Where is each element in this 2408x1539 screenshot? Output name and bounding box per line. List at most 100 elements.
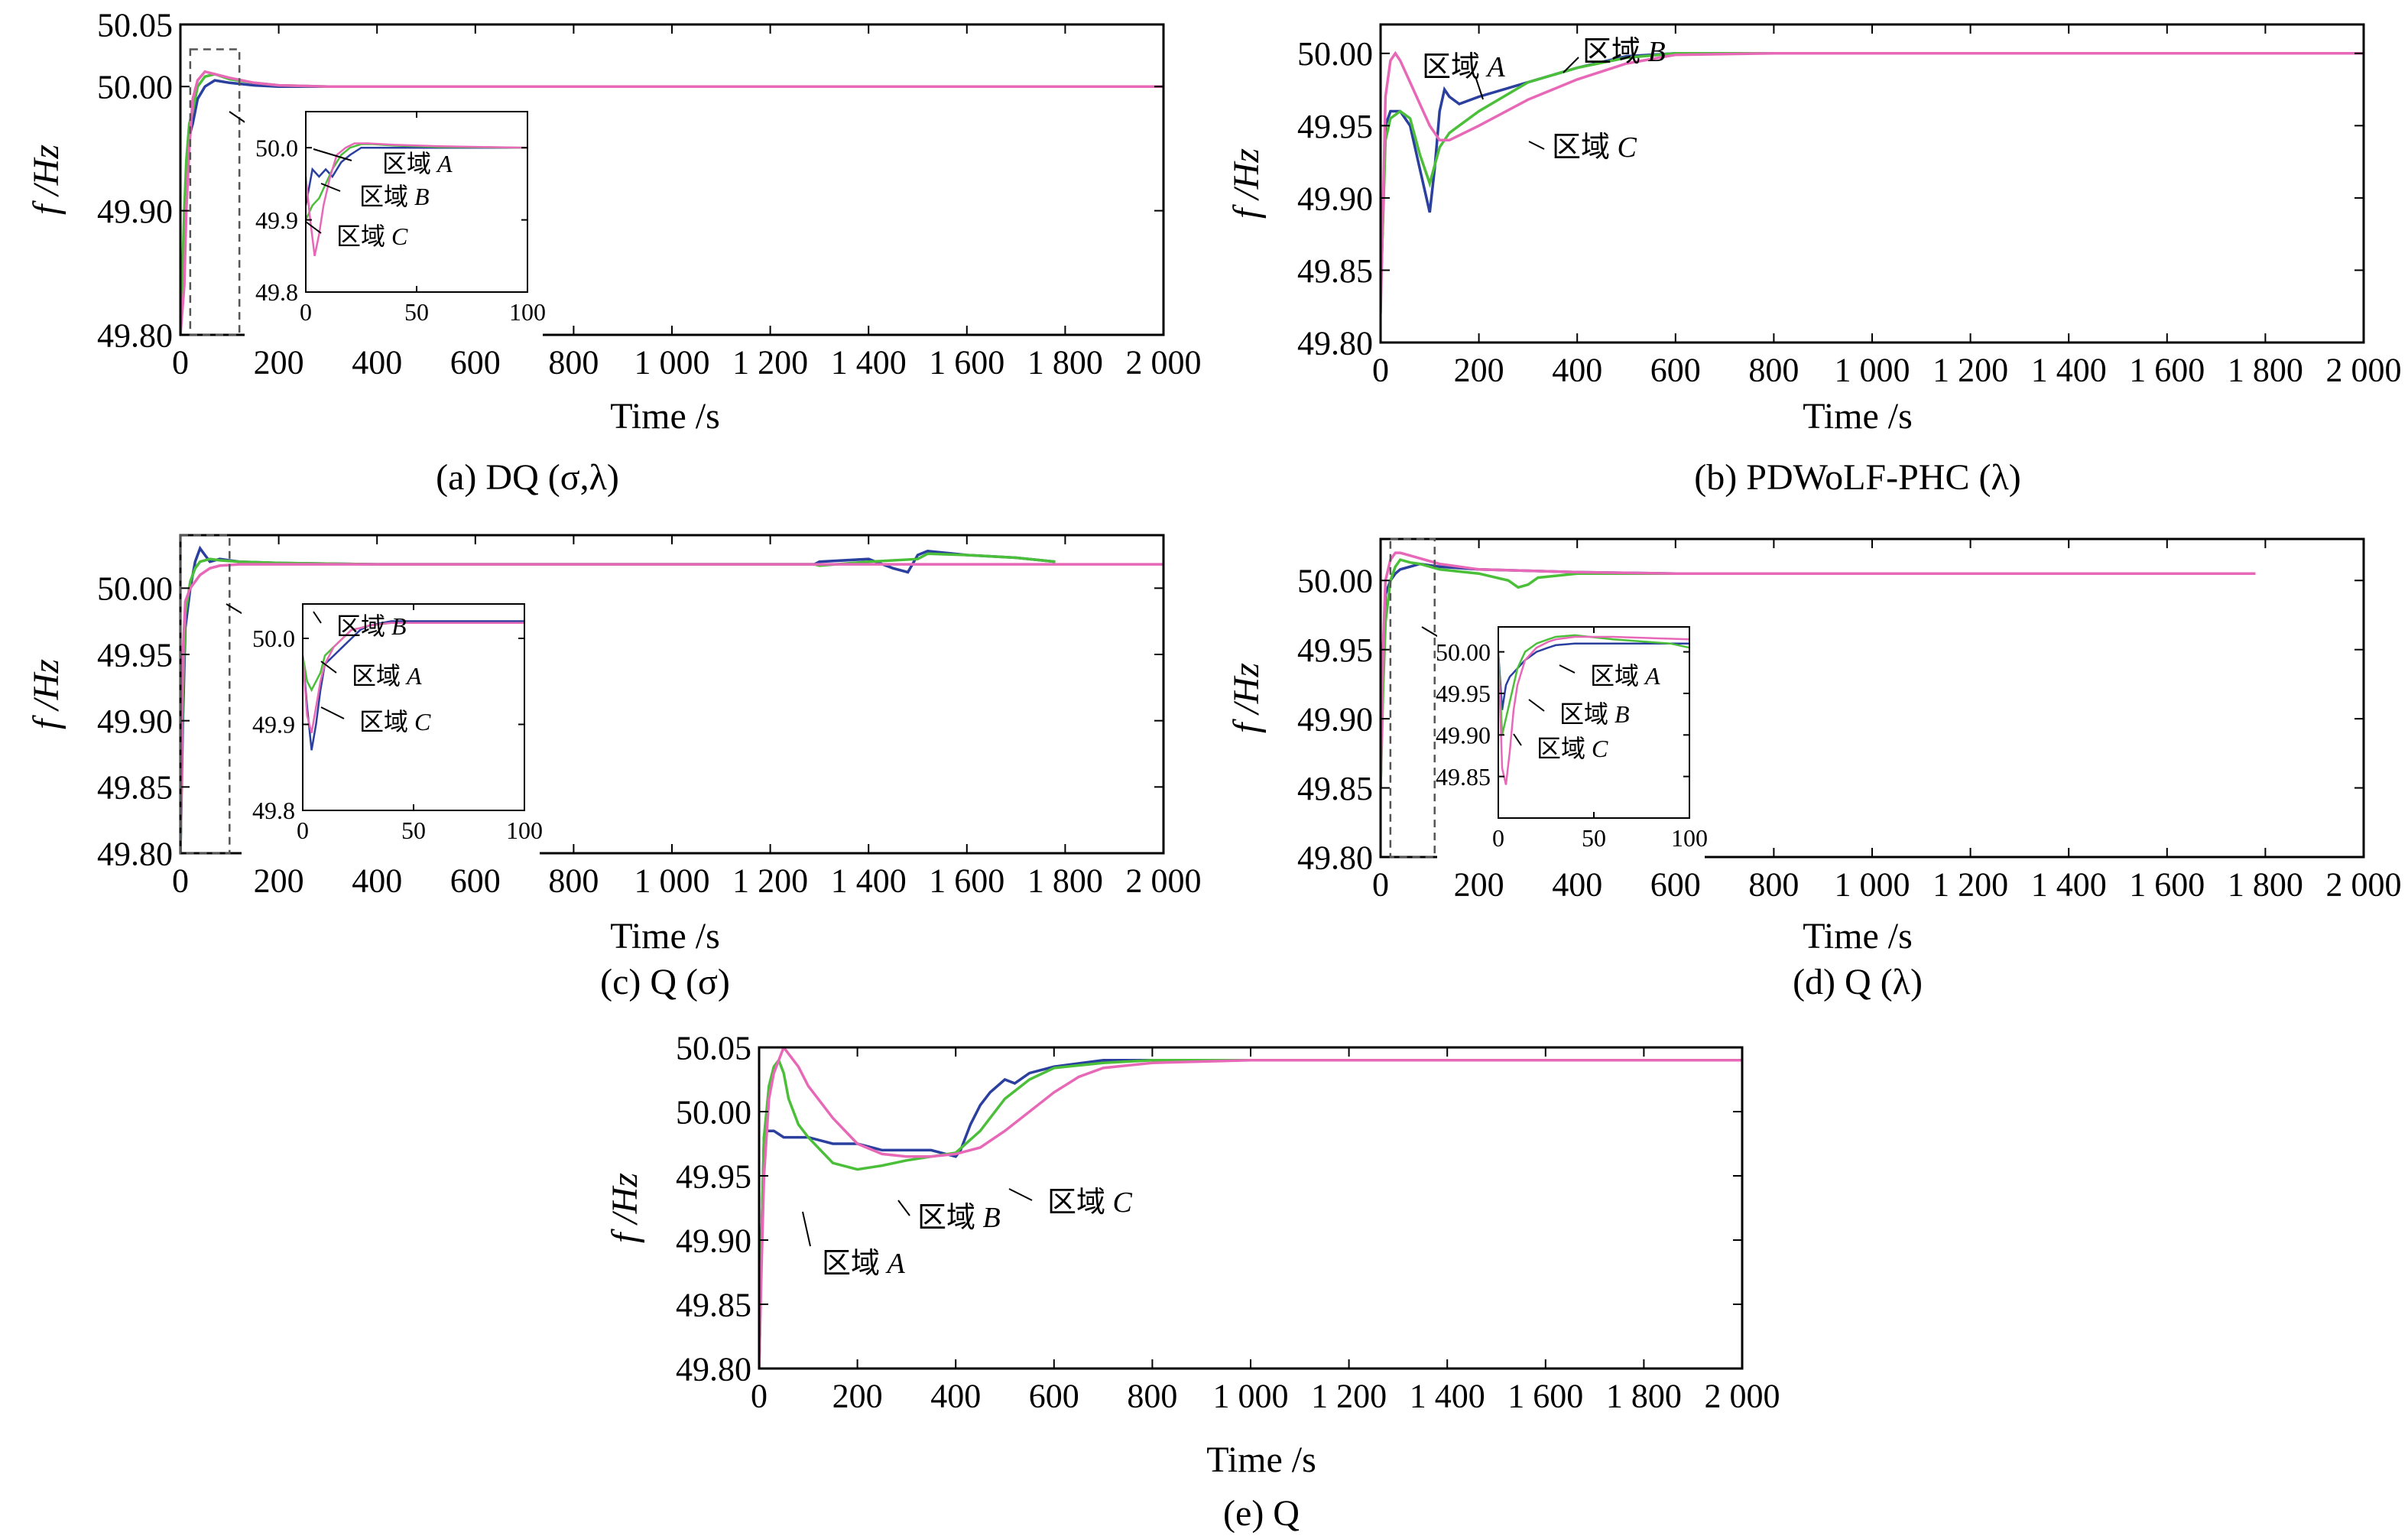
annotation-arrow: [1528, 141, 1545, 150]
annotation-letter: C: [1618, 131, 1637, 164]
x-tick-label: 1 200: [1933, 352, 2008, 389]
annotation-label: 区域 B: [359, 183, 430, 210]
x-axis-label: Time /s: [1803, 916, 1913, 956]
annotation-letter: A: [1485, 51, 1506, 83]
annotation-label: 区域 A: [1422, 51, 1506, 83]
y-tick-label: 49.80: [1297, 324, 1373, 362]
panel-caption: (e) Q: [1223, 1493, 1300, 1534]
annotation-arrow: [305, 221, 322, 234]
y-tick-label: 49.90: [676, 1222, 751, 1259]
x-tick-label: 2 000: [1705, 1378, 1780, 1415]
chart-panel-e: 0 200 400 600 800 1 000 1 200 1 400 1 600 1 800 2 …: [605, 1029, 1780, 1534]
x-axis-label: Time /s: [610, 916, 720, 956]
x-tick-label: 2 000: [1126, 344, 1202, 382]
annotation-label: 区域 B: [336, 612, 407, 640]
annotation-label: 区域 A: [382, 150, 453, 177]
annotation-label: 区域 C: [1552, 131, 1637, 164]
x-tick-label: 800: [1127, 1378, 1177, 1415]
series-line-c: [306, 142, 527, 257]
x-tick-label: 800: [1748, 352, 1799, 389]
x-tick-label: 1 000: [634, 344, 710, 382]
x-tick-label: 2 000: [2326, 352, 2402, 389]
annotation-label: 区域 B: [1582, 36, 1666, 68]
y-tick-label: 49.80: [97, 317, 173, 354]
y-tick-label: 49.80: [97, 835, 173, 872]
x-tick-label: 100: [1671, 824, 1708, 852]
y-tick-label: 49.95: [1436, 680, 1491, 707]
annotation-arrow: [320, 183, 341, 192]
series-line-b: [759, 1057, 1742, 1369]
annotation-arrow: [313, 611, 322, 624]
annotation-name: 区域: [336, 222, 391, 250]
plot-frame: [1379, 23, 2365, 344]
x-tick-label: 1 800: [1027, 344, 1103, 382]
inset-background: [242, 596, 540, 856]
annotation-arrow: [1563, 57, 1579, 73]
annotation-letter: A: [1644, 662, 1660, 690]
x-tick-label: 1 200: [1933, 866, 2008, 904]
annotation-name: 区域: [1422, 51, 1488, 83]
x-tick-label: 0: [172, 344, 189, 382]
x-tick-label: 200: [1454, 352, 1504, 389]
x-axis-label: Time /s: [1206, 1440, 1316, 1480]
x-tick-label: 600: [1650, 352, 1701, 389]
series-line-c: [759, 1047, 1742, 1369]
x-tick-label: 50: [401, 817, 426, 844]
y-axis-label: f /Hz: [605, 1173, 645, 1243]
x-tick-label: 600: [450, 862, 501, 900]
series-line-c: [303, 622, 524, 734]
y-tick-label: 49.9: [255, 206, 298, 234]
inset-chart: 0 50 100 49.85 49.90 49.95 50.00: [1436, 619, 1708, 864]
x-tick-label: 1 200: [732, 862, 808, 900]
annotation-arrow: [897, 1200, 910, 1216]
annotation-arrow: [1513, 733, 1522, 746]
annotation-arrow: [1559, 664, 1576, 674]
y-tick-label: 49.95: [1297, 108, 1373, 145]
annotation-arrow: [1528, 699, 1545, 712]
x-tick-label: 1 400: [831, 344, 907, 382]
annotation-label: 区域 C: [336, 222, 408, 250]
x-tick-label: 1 000: [1213, 1378, 1289, 1415]
x-tick-label: 0: [751, 1378, 768, 1415]
y-tick-label: 49.90: [1297, 701, 1373, 739]
x-tick-label: 1 600: [1507, 1378, 1583, 1415]
series-line-c: [1381, 50, 2364, 314]
annotation-letter: B: [414, 183, 430, 210]
annotation-letter: B: [1615, 700, 1630, 728]
series-line-c: [180, 563, 1163, 853]
x-tick-label: 1 000: [1835, 352, 1910, 389]
annotation-label: 区域 A: [352, 662, 422, 690]
panel-caption: (d) Q (λ): [1793, 962, 1923, 1002]
annotation-name: 区域: [1559, 700, 1615, 728]
annotation-label: 区域 C: [1537, 735, 1608, 762]
x-tick-label: 1 600: [929, 344, 1004, 382]
series-line-b: [1381, 52, 2364, 300]
x-tick-label: 0: [297, 817, 309, 844]
y-tick-label: 49.85: [97, 769, 173, 807]
x-tick-label: 200: [254, 862, 304, 900]
chart-panel-d: 0 200 400 600 800 1 000 1 200 1 400 1 600 1 800 2 …: [1226, 537, 2402, 1002]
series-line-a: [759, 1059, 1742, 1369]
x-axis-label: Time /s: [610, 396, 720, 437]
annotation-name: 区域: [1590, 662, 1645, 690]
annotation-letter: C: [414, 708, 431, 735]
x-tick-label: 1 200: [732, 344, 808, 382]
y-tick-label: 50.00: [1297, 563, 1373, 600]
x-tick-label: 0: [1372, 352, 1389, 389]
y-tick-label: 49.9: [252, 711, 295, 739]
x-tick-label: 1 400: [1410, 1378, 1485, 1415]
annotation-arrow: [1475, 76, 1484, 100]
x-tick-label: 400: [930, 1378, 981, 1415]
x-tick-label: 2 000: [1126, 862, 1202, 900]
y-tick-label: 50.0: [252, 625, 295, 652]
y-tick-label: 50.0: [255, 134, 298, 161]
x-tick-label: 600: [1650, 866, 1701, 904]
x-tick-label: 1 400: [2031, 866, 2107, 904]
y-tick-label: 50.05: [676, 1029, 751, 1067]
y-tick-label: 49.85: [1297, 770, 1373, 807]
series-line-b: [1498, 634, 1689, 735]
annotation-name: 区域: [382, 150, 437, 177]
plot-frame: [758, 1046, 1744, 1370]
annotation-arrow: [802, 1211, 811, 1247]
chart-panel-a: 0 200 400 600 800 1 000 1 200 1 400 1 600 1 800 2 …: [26, 6, 1202, 498]
